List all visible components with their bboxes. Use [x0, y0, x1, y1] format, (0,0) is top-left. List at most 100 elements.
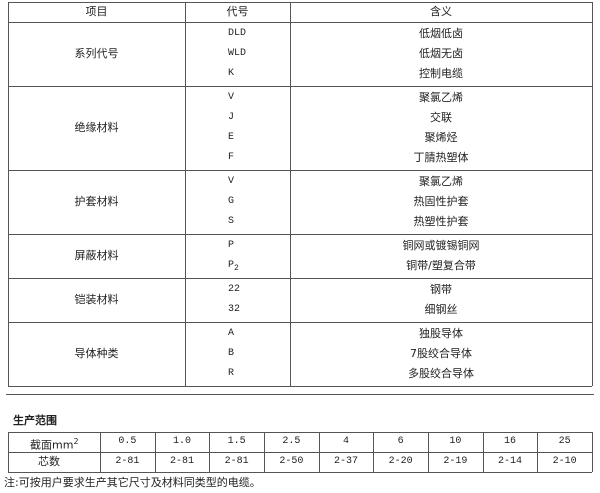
code-text: V — [228, 92, 235, 103]
group-name: 屏蔽材料 — [74, 249, 119, 262]
group-name: 导体种类 — [74, 347, 119, 360]
cores: 2-37 — [333, 456, 359, 467]
meaning: 低烟低卤 — [419, 27, 463, 40]
meaning: 铜带/塑复合带 — [406, 259, 476, 272]
code: F — [228, 151, 234, 165]
size: 16 — [503, 436, 517, 447]
code: E — [228, 131, 234, 145]
meaning: 低烟无卤 — [419, 47, 463, 60]
meaning: 聚氯乙烯 — [419, 91, 463, 104]
header-cell: 含义 — [430, 5, 452, 18]
code-text: 32 — [228, 304, 241, 315]
code: A — [228, 327, 234, 341]
rule — [428, 432, 429, 472]
meaning: 控制电缆 — [419, 67, 463, 80]
code: S — [228, 215, 234, 229]
meaning: 交联 — [430, 111, 452, 124]
code: 22 — [228, 283, 240, 297]
code: P — [228, 239, 234, 253]
cores: 2-19 — [443, 456, 468, 467]
code: P2 — [228, 259, 239, 276]
size-label: 截面mm2 — [30, 435, 79, 453]
size: 1.5 — [227, 436, 246, 447]
code-text: K — [228, 68, 235, 79]
code-text: 22 — [228, 284, 241, 295]
rule — [185, 2, 186, 386]
code-text: G — [228, 196, 235, 207]
code: WLD — [228, 47, 246, 61]
note: 注:可按用户要求生产其它尺寸及材料同类型的电缆。 — [4, 476, 261, 489]
code-text: V — [228, 176, 235, 187]
rule — [373, 432, 375, 472]
code: J — [228, 111, 234, 125]
size: 10 — [449, 436, 462, 447]
rule — [8, 2, 592, 3]
cores: 2-20 — [388, 456, 413, 467]
rule — [8, 234, 592, 235]
header-cell: 代号 — [226, 5, 249, 18]
rule — [8, 2, 9, 386]
rule — [290, 2, 291, 386]
cores: 2-14 — [497, 456, 523, 467]
rule — [8, 432, 592, 433]
code: K — [228, 67, 234, 81]
rule — [8, 432, 9, 472]
meaning: 热固性护套 — [413, 195, 469, 208]
group-name: 绝缘材料 — [74, 121, 119, 134]
rule — [8, 278, 592, 279]
code-text: DLD — [228, 28, 247, 39]
cores-label: 芯数 — [38, 455, 60, 468]
code: V — [228, 91, 234, 105]
size: 6 — [397, 436, 404, 447]
size-label-sup: 2 — [73, 437, 79, 446]
rule — [154, 432, 156, 472]
rule — [6, 394, 594, 395]
code-text: P — [228, 260, 235, 271]
rule — [592, 432, 593, 472]
cores: 2-50 — [279, 456, 304, 467]
cores: 2-81 — [224, 456, 249, 467]
size: 4 — [342, 436, 350, 447]
code: G — [228, 195, 234, 209]
rule — [8, 386, 592, 387]
code: R — [228, 367, 234, 381]
size: 0.5 — [118, 436, 137, 447]
size: 25 — [558, 436, 571, 447]
group-name: 铠装材料 — [74, 293, 119, 306]
meaning: 细钢丝 — [424, 303, 458, 316]
size-label-text: 截面mm — [30, 438, 74, 452]
meaning: 丁腈热塑体 — [413, 151, 469, 164]
group-name: 护套材料 — [74, 195, 119, 208]
header-cell: 项目 — [85, 5, 108, 18]
rule — [592, 2, 593, 386]
group-name: 系列代号 — [74, 47, 119, 60]
code-text: R — [228, 368, 235, 379]
code-text: P — [228, 240, 235, 251]
rule — [8, 472, 592, 473]
meaning: 聚烯烃 — [424, 131, 458, 144]
cores: 2-81 — [115, 456, 140, 467]
rule — [8, 452, 592, 453]
rule — [482, 432, 484, 472]
meaning: 聚氯乙烯 — [419, 175, 463, 188]
code-text: E — [228, 132, 235, 143]
code-sub: 2 — [234, 264, 239, 273]
rule — [100, 432, 101, 472]
code-text: F — [228, 152, 235, 163]
meaning: 多股绞合导体 — [408, 367, 474, 380]
meaning: 铜网或镀锡铜网 — [402, 239, 480, 252]
code: 32 — [228, 303, 240, 317]
rule — [209, 432, 211, 472]
section-title: 生产范围 — [13, 414, 57, 427]
code: DLD — [228, 27, 246, 41]
meaning: 钢带 — [430, 283, 452, 296]
size: 2.5 — [282, 436, 301, 447]
size: 1.0 — [172, 436, 192, 447]
rule — [537, 432, 539, 472]
cores: 2-10 — [552, 456, 577, 467]
rule — [264, 432, 265, 472]
rule — [8, 170, 592, 171]
rule — [8, 322, 592, 323]
rule — [318, 432, 320, 472]
